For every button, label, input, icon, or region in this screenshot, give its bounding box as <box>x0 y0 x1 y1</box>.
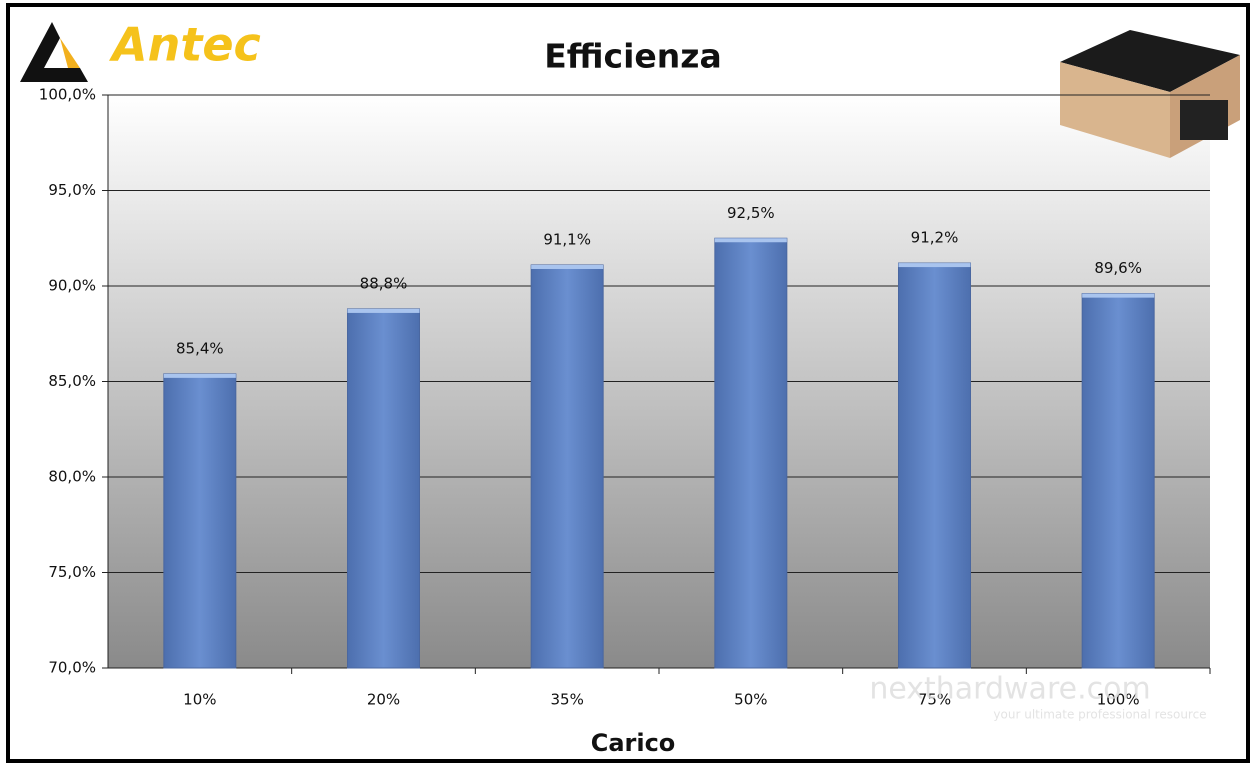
y-tick-label: 70,0% <box>48 659 96 677</box>
value-label: 88,8% <box>360 274 408 292</box>
logo-text: Antec <box>109 18 261 72</box>
y-tick-label: 85,0% <box>48 372 96 390</box>
value-label: 85,4% <box>176 339 224 357</box>
watermark: nexthardware.com <box>869 672 1150 707</box>
chart-title: Efficienza <box>544 37 722 76</box>
y-tick-label: 100,0% <box>39 86 96 104</box>
bar <box>714 237 788 669</box>
value-label: 91,1% <box>543 230 591 248</box>
bar-highlight <box>714 238 787 243</box>
bar-highlight <box>898 263 971 268</box>
x-tick-label: 100% <box>1097 691 1140 709</box>
y-tick-label: 80,0% <box>48 468 96 486</box>
x-tick-label: 20% <box>367 691 400 709</box>
logo: Antec <box>20 18 261 82</box>
x-tick-label: 10% <box>183 691 216 709</box>
y-tick-label: 90,0% <box>48 277 96 295</box>
bar <box>163 373 237 669</box>
bar <box>347 308 420 669</box>
product-image <box>1060 30 1240 158</box>
value-label: 89,6% <box>1094 259 1142 277</box>
x-axis-label: Carico <box>591 729 676 757</box>
bar <box>530 264 604 669</box>
y-tick-label: 75,0% <box>48 563 96 581</box>
value-label: 91,2% <box>911 229 959 247</box>
bar <box>898 262 971 669</box>
watermark-tagline: your ultimate professional resource <box>993 708 1206 722</box>
y-tick-label: 95,0% <box>48 181 96 199</box>
bar-highlight <box>347 308 420 313</box>
bar <box>1081 293 1155 669</box>
x-tick-label: 35% <box>550 691 583 709</box>
value-label: 92,5% <box>727 204 775 222</box>
bar-highlight <box>531 264 604 269</box>
x-tick-label: 50% <box>734 691 767 709</box>
bar-highlight <box>163 373 236 378</box>
x-tick-label: 75% <box>918 691 951 709</box>
bar-highlight <box>1082 293 1155 298</box>
